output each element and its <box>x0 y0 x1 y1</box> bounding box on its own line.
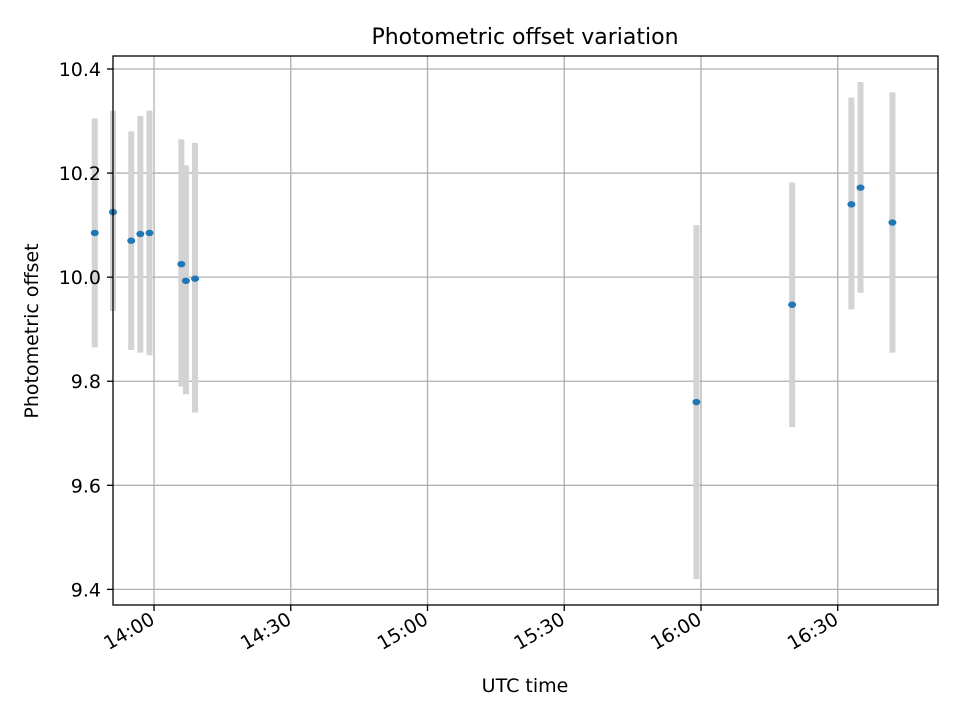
x-tick-label: 15:00 <box>374 608 432 654</box>
data-point <box>888 219 897 226</box>
data-point <box>191 275 200 282</box>
chart-title: Photometric offset variation <box>371 25 678 50</box>
data-point <box>856 184 865 191</box>
y-axis-label: Photometric offset <box>21 243 43 418</box>
x-tick-label: 16:30 <box>784 608 842 654</box>
data-point <box>181 277 190 285</box>
x-tick-label: 15:30 <box>510 608 568 654</box>
x-tick-label: 14:00 <box>100 608 158 654</box>
y-tick-label: 9.8 <box>71 371 101 393</box>
data-point <box>692 398 701 406</box>
y-tick-label: 9.4 <box>71 579 101 601</box>
data-point <box>847 201 856 208</box>
data-point <box>90 229 99 237</box>
x-axis-label: UTC time <box>482 675 569 697</box>
y-tick-label: 10.4 <box>59 59 101 81</box>
x-tick-label: 14:30 <box>237 608 295 654</box>
y-tick-label: 10.2 <box>59 163 101 185</box>
data-point <box>177 260 186 268</box>
data-point <box>136 230 145 238</box>
data-point <box>127 237 136 244</box>
y-tick-label: 9.6 <box>71 475 101 497</box>
x-tick-label: 16:00 <box>647 608 705 654</box>
y-tick-label: 10.0 <box>59 267 101 289</box>
plot-frame <box>112 55 939 606</box>
data-point <box>788 301 797 308</box>
data-point <box>145 229 154 237</box>
